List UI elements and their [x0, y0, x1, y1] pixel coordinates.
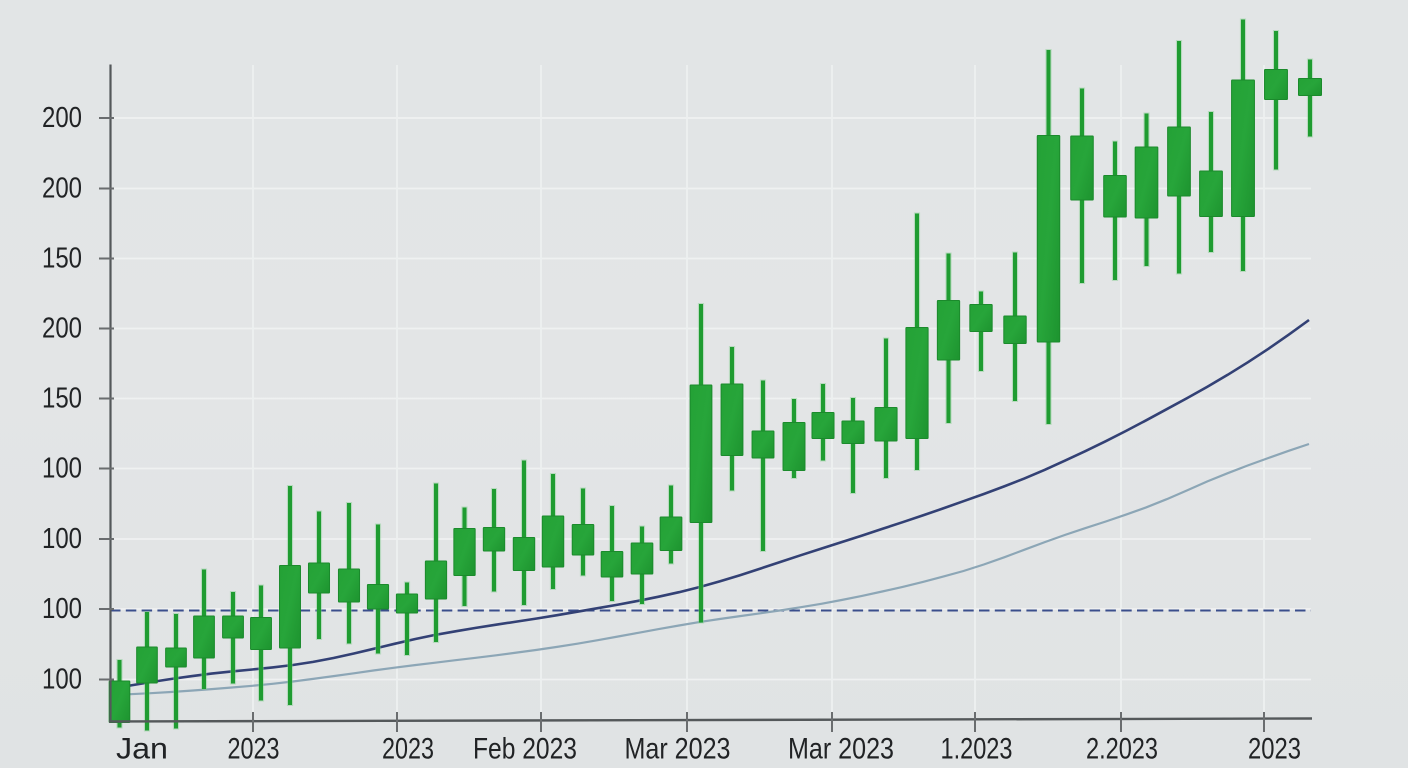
svg-text:150: 150 [42, 243, 82, 275]
svg-text:100: 100 [42, 453, 82, 485]
svg-text:100: 100 [42, 593, 82, 625]
svg-text:2.2023: 2.2023 [1086, 733, 1158, 766]
svg-text:2023: 2023 [1248, 733, 1301, 766]
svg-text:Mar 2023: Mar 2023 [625, 733, 731, 766]
svg-text:Mar 2023: Mar 2023 [788, 733, 894, 766]
svg-text:200: 200 [42, 102, 82, 134]
svg-text:150: 150 [42, 383, 82, 415]
svg-text:2023: 2023 [382, 733, 434, 766]
svg-text:100: 100 [42, 664, 82, 696]
svg-text:Feb 2023: Feb 2023 [473, 733, 577, 766]
svg-text:2023: 2023 [228, 733, 280, 766]
svg-text:Jan: Jan [116, 733, 168, 766]
svg-text:200: 200 [42, 313, 82, 345]
svg-text:200: 200 [42, 173, 82, 205]
svg-text:100: 100 [42, 523, 82, 555]
svg-text:1.2023: 1.2023 [941, 733, 1013, 766]
